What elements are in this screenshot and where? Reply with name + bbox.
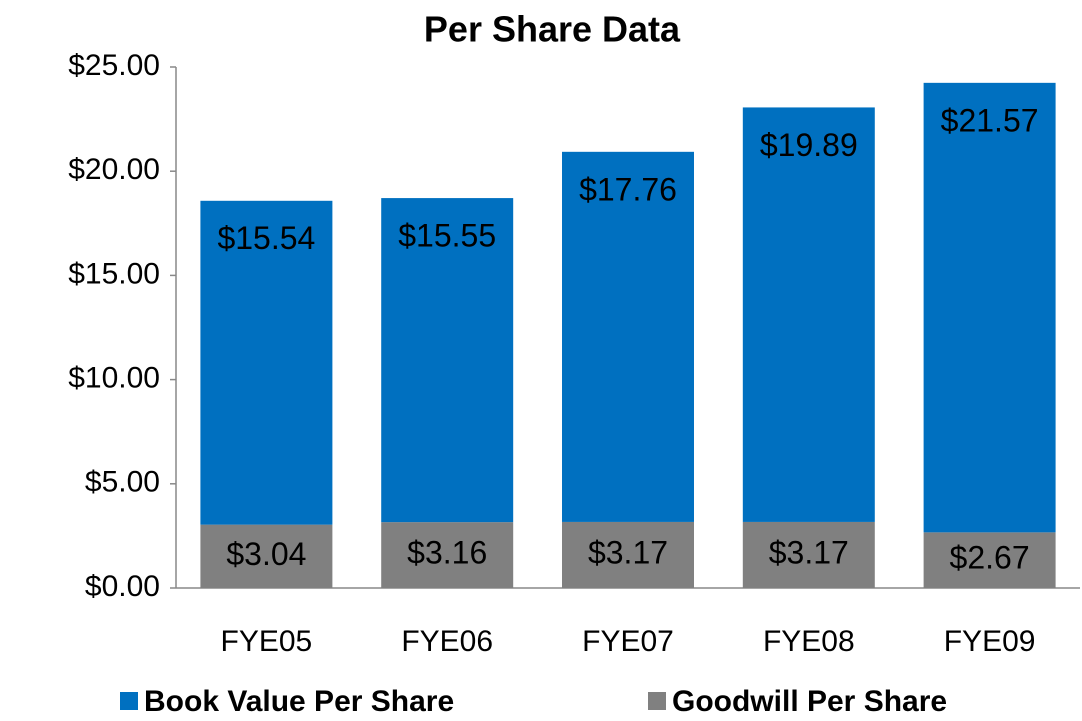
y-tick-label: $10.00 (68, 362, 160, 395)
data-label: $15.55 (398, 218, 496, 254)
data-label: $17.76 (579, 171, 677, 207)
legend-swatch (120, 692, 138, 710)
data-label: $2.67 (950, 540, 1030, 576)
y-tick-label: $5.00 (85, 466, 160, 499)
x-tick-label: FYE05 (221, 625, 313, 658)
bar-segment (742, 107, 875, 522)
y-tick-label: $25.00 (68, 49, 160, 82)
legend-label: Goodwill Per Share (672, 685, 947, 718)
bar-segment (381, 522, 514, 588)
x-tick-label: FYE08 (763, 625, 855, 658)
bar-segment (742, 521, 875, 588)
data-label: $3.16 (407, 535, 487, 571)
y-tick-label: $20.00 (68, 153, 160, 186)
bar-segment (923, 532, 1056, 588)
legend-swatch (648, 692, 666, 710)
data-label: $19.89 (760, 127, 858, 163)
bar-segment (562, 151, 694, 522)
data-label: $3.17 (769, 534, 849, 570)
data-label: $3.04 (226, 536, 306, 572)
bar-segment (381, 198, 514, 523)
y-tick-label: $0.00 (85, 570, 160, 603)
legend-label: Book Value Per Share (144, 685, 454, 718)
x-tick-label: FYE07 (582, 625, 674, 658)
data-label: $15.54 (217, 220, 315, 256)
bar-segment (200, 200, 333, 525)
y-tick-label: $15.00 (68, 257, 160, 290)
data-label: $21.57 (941, 102, 1039, 138)
x-tick-label: FYE06 (401, 625, 493, 658)
x-tick-label: FYE09 (944, 625, 1036, 658)
bar-segment (562, 521, 694, 588)
data-label: $3.17 (588, 534, 668, 570)
bar-segment (200, 524, 333, 588)
chart-title: Per Share Data (424, 9, 681, 50)
bar-segment (923, 82, 1056, 533)
